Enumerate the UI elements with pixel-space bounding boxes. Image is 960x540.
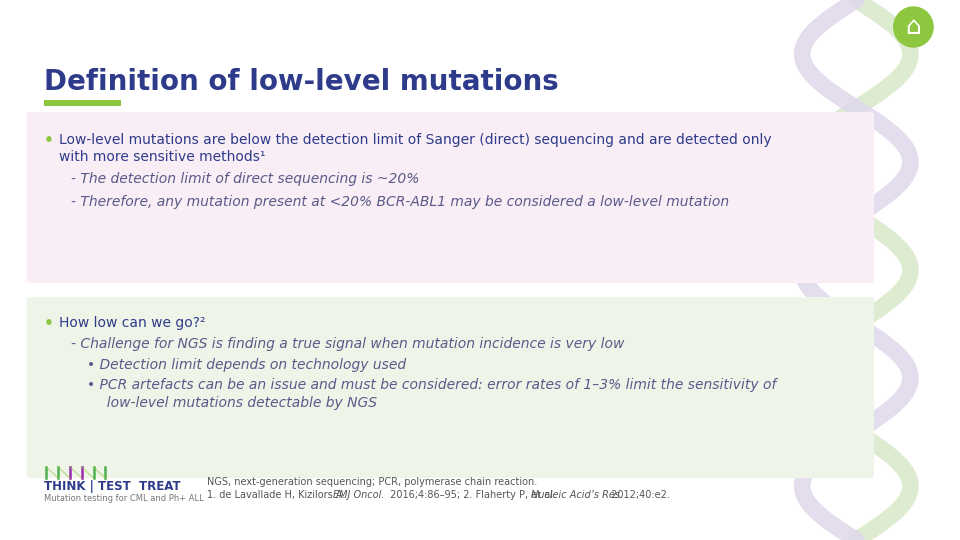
Text: •: • <box>43 133 53 148</box>
Text: Mutation testing for CML and Ph+ ALL: Mutation testing for CML and Ph+ ALL <box>44 494 204 503</box>
Text: EMJ Oncol.: EMJ Oncol. <box>333 490 384 500</box>
Text: - The detection limit of direct sequencing is ~20%: - The detection limit of direct sequenci… <box>71 172 420 186</box>
Text: 1. de Lavallade H, Kizilors A.: 1. de Lavallade H, Kizilors A. <box>206 490 348 500</box>
Text: ⌂: ⌂ <box>905 15 922 39</box>
Text: low-level mutations detectable by NGS: low-level mutations detectable by NGS <box>99 396 377 410</box>
Text: • PCR artefacts can be an issue and must be considered: error rates of 1–3% limi: • PCR artefacts can be an issue and must… <box>86 378 776 392</box>
Text: Definition of low-level mutations: Definition of low-level mutations <box>44 68 559 96</box>
Text: 2012;40:e2.: 2012;40:e2. <box>609 490 670 500</box>
FancyBboxPatch shape <box>27 112 874 283</box>
Text: with more sensitive methods¹: with more sensitive methods¹ <box>60 150 266 164</box>
Text: •: • <box>43 316 53 331</box>
Text: How low can we go?²: How low can we go?² <box>60 316 205 330</box>
Text: - Therefore, any mutation present at <20% BCR-ABL1 may be considered a low-level: - Therefore, any mutation present at <20… <box>71 195 729 209</box>
Text: • Detection limit depends on technology used: • Detection limit depends on technology … <box>86 358 406 372</box>
Text: - Challenge for NGS is finding a true signal when mutation incidence is very low: - Challenge for NGS is finding a true si… <box>71 337 624 351</box>
FancyBboxPatch shape <box>27 297 874 478</box>
Circle shape <box>894 7 933 47</box>
Text: NGS, next-generation sequencing; PCR, polymerase chain reaction.: NGS, next-generation sequencing; PCR, po… <box>206 477 537 487</box>
Text: THINK | TEST  TREAT: THINK | TEST TREAT <box>44 480 180 493</box>
Text: Nucleic Acid’s Res.: Nucleic Acid’s Res. <box>532 490 624 500</box>
FancyBboxPatch shape <box>44 100 121 106</box>
Text: 2016;4:86–95; 2. Flaherty P, et al.: 2016;4:86–95; 2. Flaherty P, et al. <box>387 490 559 500</box>
Text: Low-level mutations are below the detection limit of Sanger (direct) sequencing : Low-level mutations are below the detect… <box>60 133 772 147</box>
